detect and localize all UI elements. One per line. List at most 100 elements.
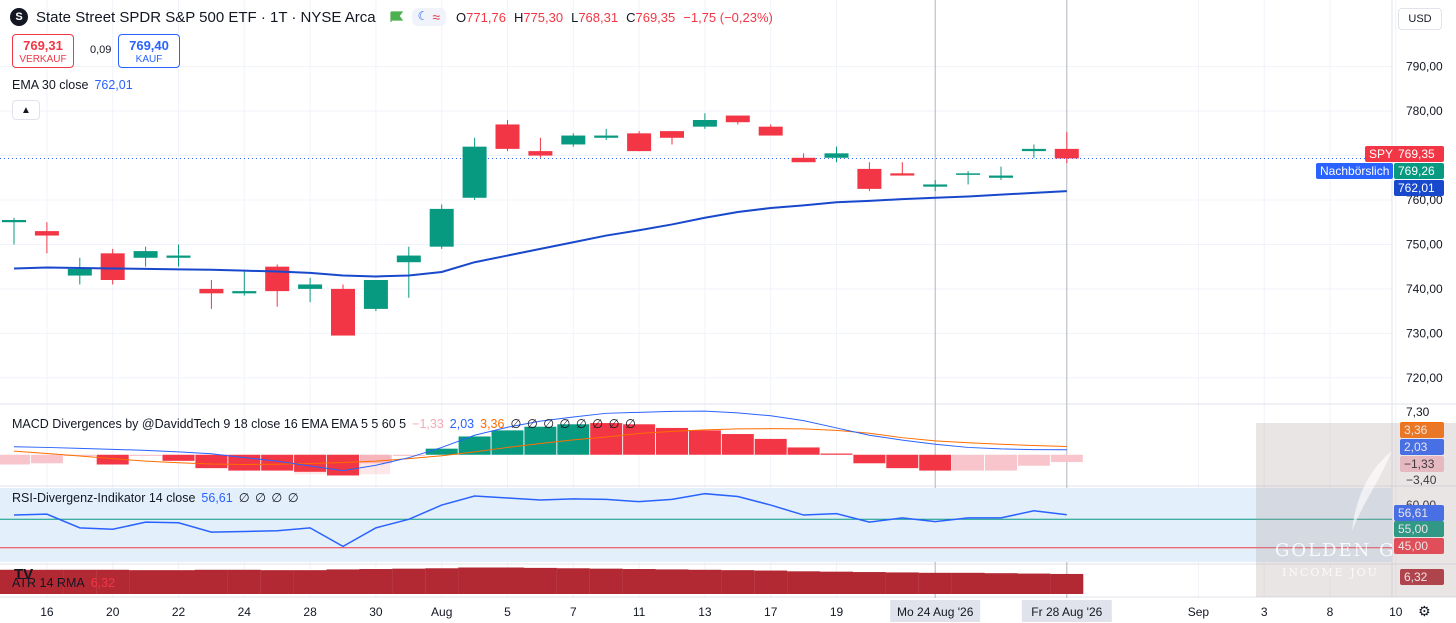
- time-axis-label: 17: [764, 605, 778, 619]
- watermark-subtitle: INCOME JOU: [1282, 566, 1379, 579]
- macd-histogram-bar: [0, 454, 30, 465]
- tradingview-logo[interactable]: TV: [14, 566, 34, 583]
- atr-bar: [458, 567, 492, 594]
- price-axis-label: 760,00: [1406, 193, 1443, 207]
- price-axis-label: 740,00: [1406, 282, 1443, 296]
- rsi-tag: 56,61: [1394, 505, 1444, 521]
- session-indicator[interactable]: ☾ ≈: [411, 8, 447, 26]
- sell-label: VERKAUF: [19, 54, 67, 65]
- ohlc-readout: O771,76 H775,30 L768,31 C769,35 −1,75 (−0,23…: [456, 10, 773, 25]
- sell-price: 769,31: [23, 38, 63, 53]
- candle-body: [561, 135, 586, 145]
- rsi-lower-tag: 45,00: [1394, 538, 1444, 554]
- candle-body: [923, 184, 948, 187]
- ohlc-item: H775,30: [513, 9, 564, 25]
- flag-icon[interactable]: [389, 11, 404, 23]
- chevron-up-icon: ▲: [21, 104, 31, 116]
- ema-legend[interactable]: EMA 30 close 762,01: [12, 78, 133, 92]
- candle-body: [594, 135, 619, 138]
- candle-body: [989, 175, 1013, 178]
- sell-button[interactable]: 769,31 VERKAUF: [12, 34, 74, 68]
- macd-histogram-bar: [787, 447, 820, 455]
- atr-bar: [820, 571, 853, 594]
- macd-histogram-bar: [491, 430, 524, 455]
- symbol-logo[interactable]: S: [10, 8, 28, 26]
- time-axis-highlight-label: Fr 28 Aug '26: [1031, 605, 1102, 619]
- chart-header: S State Street SPDR S&P 500 ETF · 1T · N…: [10, 6, 773, 28]
- macd-histogram-bar: [623, 424, 656, 455]
- price-axis-label: 720,00: [1406, 371, 1443, 385]
- afterhours-price-tag: 769,26: [1394, 163, 1444, 179]
- price-axis-label: 730,00: [1406, 326, 1443, 340]
- ohlc-item: −1,75 (−0,23%): [683, 9, 773, 25]
- candle-body: [528, 151, 553, 156]
- atr-bar: [721, 570, 755, 594]
- spy-price-tag: 769,35: [1394, 146, 1444, 162]
- candle-body: [660, 131, 684, 138]
- atr-bar: [227, 569, 261, 594]
- atr-bar: [162, 570, 195, 594]
- atr-bar: [655, 569, 689, 594]
- time-axis-label: 16: [40, 605, 54, 619]
- candle-body: [791, 157, 816, 163]
- ohlc-item: L768,31: [571, 9, 619, 25]
- buy-button[interactable]: 769,40 KAUF: [118, 34, 180, 68]
- rsi-band-background: [0, 488, 1392, 562]
- rsi-legend[interactable]: RSI-Divergenz-Indikator 14 close 56,61 ∅…: [12, 490, 300, 506]
- atr-bar: [754, 570, 788, 594]
- atr-bar: [425, 568, 459, 594]
- ema-name: EMA 30 close: [12, 78, 89, 92]
- time-axis-label: 30: [369, 605, 383, 619]
- macd-histogram-bar: [392, 454, 425, 456]
- time-axis-label: Sep: [1188, 605, 1210, 619]
- macd-divergence-shade: [294, 454, 391, 475]
- time-axis-label: 5: [504, 605, 511, 619]
- currency-button[interactable]: USD: [1398, 8, 1442, 30]
- collapse-legend-button[interactable]: ▲: [12, 100, 40, 120]
- macd-hist-value: −1,33: [412, 416, 444, 431]
- atr-bar: [392, 568, 426, 594]
- atr-bar: [1050, 573, 1084, 594]
- time-axis-highlight: [1021, 600, 1112, 622]
- atr-bar: [491, 567, 524, 594]
- macd-histogram-bar: [985, 454, 1017, 471]
- moon-icon: ☾: [417, 9, 429, 23]
- atr-bar: [359, 569, 393, 594]
- candle-body: [67, 268, 92, 276]
- symbol-title[interactable]: State Street SPDR S&P 500 ETF · 1T · NYS…: [36, 8, 376, 26]
- candle-body: [956, 173, 981, 175]
- rsi-upper-tag: 55,00: [1394, 521, 1444, 537]
- macd-histogram-bar: [853, 454, 886, 464]
- rsi-name: RSI-Divergenz-Indikator 14 close: [12, 490, 196, 505]
- candle-body: [495, 124, 520, 149]
- atr-bar: [129, 570, 163, 594]
- time-axis-label: 22: [172, 605, 186, 619]
- atr-bar: [852, 572, 886, 594]
- time-axis-label: Aug: [431, 605, 452, 619]
- macd-hist-tag: −1,33: [1400, 456, 1444, 472]
- atr-bar: [622, 569, 656, 594]
- gear-icon[interactable]: ⚙: [1418, 603, 1431, 619]
- macd-line: [13, 410, 1067, 472]
- macd-histogram-bar: [162, 454, 195, 461]
- macd-histogram-bar: [195, 454, 228, 469]
- atr-legend[interactable]: ATR 14 RMA 6,32: [12, 576, 115, 590]
- macd-histogram-bar: [63, 454, 96, 456]
- ohlc-item: O771,76: [456, 9, 506, 25]
- candle-body: [890, 173, 915, 176]
- macd-axis-label: −3,40: [1406, 473, 1437, 487]
- price-axis-label: 750,00: [1406, 237, 1443, 251]
- rsi-extra-values: ∅ ∅ ∅ ∅: [238, 491, 300, 505]
- time-axis-highlight: [890, 600, 981, 622]
- macd-legend[interactable]: MACD Divergences by @DaviddTech 9 18 clo…: [12, 416, 637, 432]
- atr-bar: [293, 570, 327, 594]
- atr-bar: [688, 569, 722, 594]
- ema-line: [13, 190, 1067, 278]
- atr-bar: [63, 569, 97, 594]
- ohlc-item: C769,35: [626, 9, 676, 25]
- macd-histogram-bar: [327, 454, 359, 476]
- buy-label: KAUF: [135, 54, 163, 65]
- macd-signal-line: [13, 428, 1067, 466]
- macd-extra-values: ∅ ∅ ∅ ∅ ∅ ∅ ∅ ∅: [510, 417, 637, 431]
